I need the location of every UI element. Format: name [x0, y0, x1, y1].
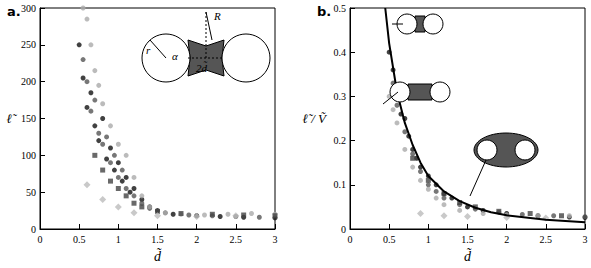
- svg-text:1.5: 1.5: [461, 234, 474, 245]
- svg-text:ℓ̃: ℓ̃: [7, 111, 18, 126]
- svg-text:0.3: 0.3: [334, 91, 347, 102]
- svg-text:1: 1: [116, 234, 121, 245]
- svg-text:3: 3: [273, 234, 278, 245]
- svg-text:200: 200: [21, 76, 36, 87]
- svg-text:1: 1: [426, 234, 431, 245]
- svg-text:100: 100: [21, 150, 36, 161]
- svg-text:d̃: d̃: [154, 248, 162, 264]
- svg-text:1.5: 1.5: [151, 234, 164, 245]
- svg-text:150: 150: [21, 113, 36, 124]
- svg-text:2: 2: [504, 234, 509, 245]
- svg-text:R: R: [213, 10, 221, 22]
- svg-text:0: 0: [348, 234, 353, 245]
- svg-text:2.5: 2.5: [540, 234, 553, 245]
- svg-text:0: 0: [31, 224, 36, 235]
- svg-text:2d̃: 2d̃: [196, 61, 208, 73]
- svg-text:250: 250: [21, 39, 36, 50]
- svg-text:0.2: 0.2: [334, 135, 347, 146]
- svg-text:r: r: [146, 44, 151, 56]
- svg-text:d̃: d̃: [464, 248, 472, 264]
- svg-text:50: 50: [26, 187, 36, 198]
- svg-text:0.5: 0.5: [73, 234, 86, 245]
- svg-text:2: 2: [194, 234, 199, 245]
- svg-text:0: 0: [38, 234, 43, 245]
- svg-text:0.1: 0.1: [334, 179, 347, 190]
- svg-text:300: 300: [21, 3, 36, 14]
- svg-text:3: 3: [583, 234, 588, 245]
- svg-text:2.5: 2.5: [230, 234, 243, 245]
- svg-text:b.: b.: [317, 4, 331, 19]
- svg-text:a.: a.: [7, 4, 21, 19]
- svg-text:0.5: 0.5: [383, 234, 396, 245]
- svg-text:0: 0: [341, 224, 346, 235]
- svg-text:α: α: [172, 50, 178, 62]
- svg-text:0.5: 0.5: [334, 3, 347, 14]
- svg-text:ℓ̃ / Ṽ: ℓ̃ / Ṽ: [303, 111, 329, 126]
- svg-text:0.4: 0.4: [334, 47, 347, 58]
